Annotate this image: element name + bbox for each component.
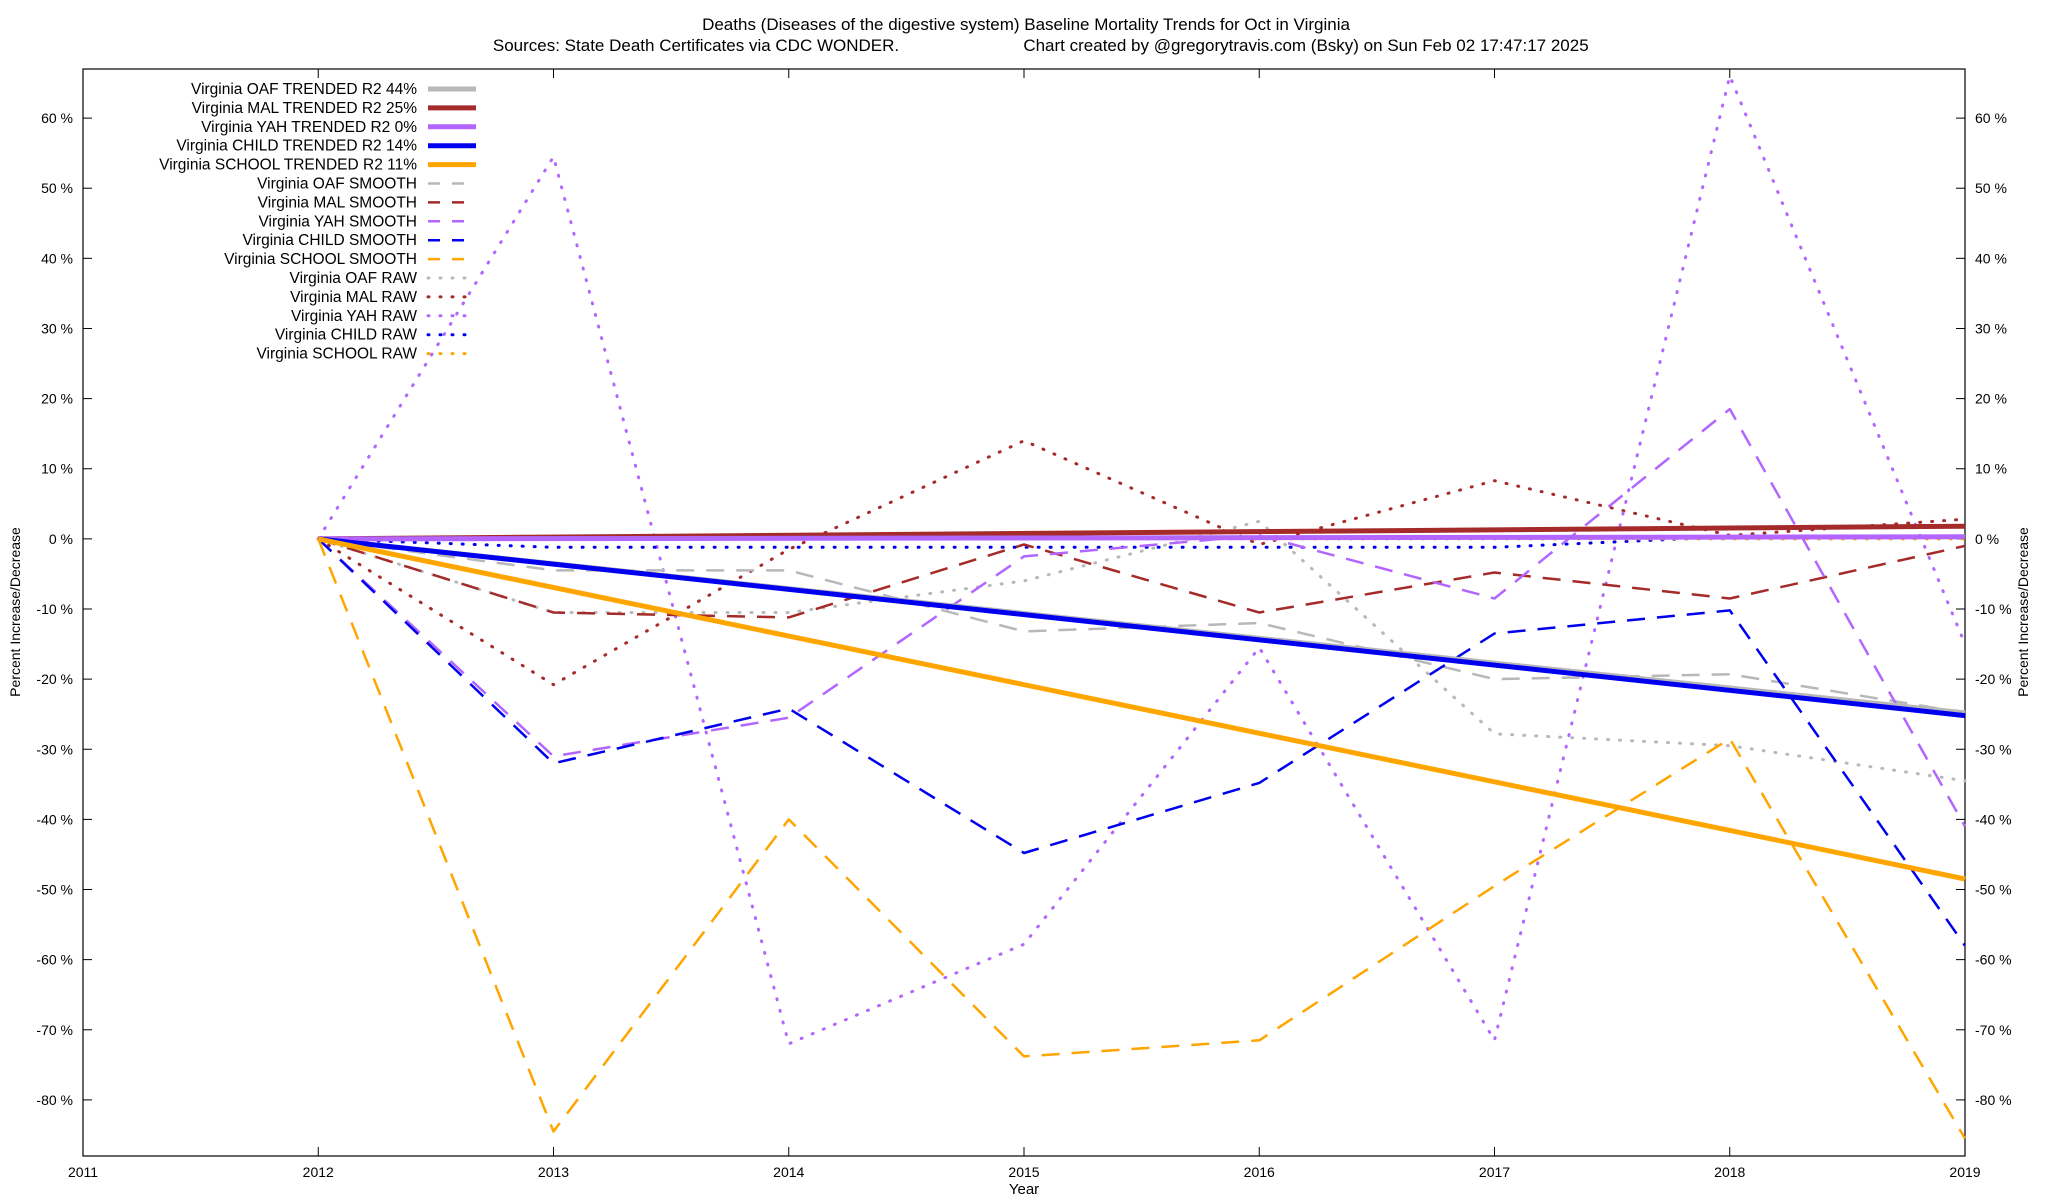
- legend: Virginia OAF TRENDED R2 44% Virginia MAL …: [159, 81, 478, 363]
- y-tick-label-right: -20 %: [1975, 671, 2012, 687]
- y-tick-label: 50 %: [41, 180, 73, 196]
- legend-label: Virginia MAL RAW: [290, 289, 417, 306]
- x-tick-label: 2013: [538, 1164, 569, 1180]
- legend-label: Virginia OAF TRENDED R2 44%: [191, 81, 417, 98]
- legend-label: Virginia CHILD TRENDED R2 14%: [176, 138, 417, 155]
- y-axis-label-right: Percent Increase/Decrease: [2015, 527, 2031, 697]
- x-tick-label: 2017: [1479, 1164, 1510, 1180]
- legend-label: Virginia SCHOOL RAW: [257, 346, 418, 363]
- y-tick-label: -20 %: [36, 671, 73, 687]
- y-tick-label: 10 %: [41, 461, 73, 477]
- y-tick-label-right: -60 %: [1975, 952, 2012, 968]
- y-tick-label-right: 40 %: [1975, 250, 2007, 266]
- series-line-school-trend: [317, 536, 1966, 882]
- y-tick-label: 40 %: [41, 250, 73, 266]
- chart-credit-note: Chart created by @gregorytravis.com (Bsk…: [1023, 36, 1588, 55]
- legend-label: Virginia SCHOOL SMOOTH: [224, 251, 417, 268]
- y-tick-label: -40 %: [36, 811, 73, 827]
- legend-label: Virginia OAF RAW: [290, 270, 418, 287]
- series-line-child-raw: [316, 535, 1967, 549]
- series-line-oaf-raw: [316, 519, 1967, 783]
- y-tick-label-right: -40 %: [1975, 811, 2012, 827]
- x-tick-label: 2018: [1714, 1164, 1745, 1180]
- y-tick-label-right: 0 %: [1975, 531, 1999, 547]
- y-axis-label-left: Percent Increase/Decrease: [7, 527, 23, 697]
- x-tick-label: 2015: [1008, 1164, 1039, 1180]
- legend-label: Virginia YAH SMOOTH: [259, 213, 418, 230]
- y-tick-label: -30 %: [36, 741, 73, 757]
- y-tick-label: 0 %: [49, 531, 73, 547]
- y-tick-label: -80 %: [36, 1092, 73, 1108]
- series-line-yah-smooth: [317, 407, 1967, 828]
- legend-label: Virginia CHILD SMOOTH: [242, 232, 417, 249]
- series-line-child-trend: [318, 536, 1966, 719]
- legend-label: Virginia YAH TRENDED R2 0%: [201, 119, 417, 136]
- x-tick-label: 2011: [68, 1164, 98, 1180]
- x-tick-label: 2016: [1244, 1164, 1275, 1180]
- series-layer: [316, 74, 1967, 1140]
- y-tick-label-right: 30 %: [1975, 320, 2007, 336]
- series-line-yah-raw: [316, 74, 1967, 1046]
- y-tick-label: 30 %: [41, 320, 73, 336]
- series-line-mal-smooth: [317, 537, 1966, 619]
- series-line-school-smooth: [317, 538, 1967, 1140]
- legend-label: Virginia YAH RAW: [291, 308, 417, 325]
- x-axis-label: Year: [1009, 1181, 1039, 1198]
- y-tick-label-right: -10 %: [1975, 601, 2012, 617]
- y-tick-label: -10 %: [36, 601, 73, 617]
- y-tick-label: 20 %: [41, 391, 73, 407]
- x-tick-label: 2014: [773, 1164, 804, 1180]
- x-tick-label: 2012: [303, 1164, 334, 1180]
- y-tick-label-right: -30 %: [1975, 741, 2012, 757]
- chart-source-note: Sources: State Death Certificates via CD…: [493, 36, 899, 55]
- y-tick-label-right: 50 %: [1975, 180, 2007, 196]
- y-tick-label-right: 20 %: [1975, 391, 2007, 407]
- legend-label: Virginia OAF SMOOTH: [257, 176, 417, 193]
- y-tick-label-right: 10 %: [1975, 461, 2007, 477]
- x-axis-ticks: 2011 2012 2013 2014 2015 2016 2017 2018 2019: [68, 69, 1981, 1180]
- legend-label: Virginia CHILD RAW: [275, 327, 417, 344]
- x-tick-label: 2019: [1949, 1164, 1980, 1180]
- y-tick-label-right: -70 %: [1975, 1022, 2012, 1038]
- series-line-yah-trend: [318, 534, 1966, 542]
- y-tick-label: -50 %: [36, 882, 73, 898]
- y-tick-label-right: -50 %: [1975, 882, 2012, 898]
- series-line-mal-raw: [316, 439, 1967, 687]
- y-axis-ticks: 60 % 60 % 50 % 50 % 40 % 40 % 30 % 30 % 20 % 20 %…: [36, 110, 2011, 1108]
- chart-title: Deaths (Diseases of the digestive system…: [702, 15, 1350, 34]
- y-tick-label-right: -80 %: [1975, 1092, 2012, 1108]
- legend-label: Virginia MAL TRENDED R2 25%: [192, 100, 418, 117]
- y-tick-label-right: 60 %: [1975, 110, 2007, 126]
- legend-label: Virginia SCHOOL TRENDED R2 11%: [159, 157, 417, 174]
- y-tick-label: 60 %: [41, 110, 73, 126]
- y-tick-label: -60 %: [36, 952, 73, 968]
- series-line-child-smooth: [317, 537, 1967, 947]
- y-tick-label: -70 %: [36, 1022, 73, 1038]
- legend-label: Virginia MAL SMOOTH: [258, 194, 417, 211]
